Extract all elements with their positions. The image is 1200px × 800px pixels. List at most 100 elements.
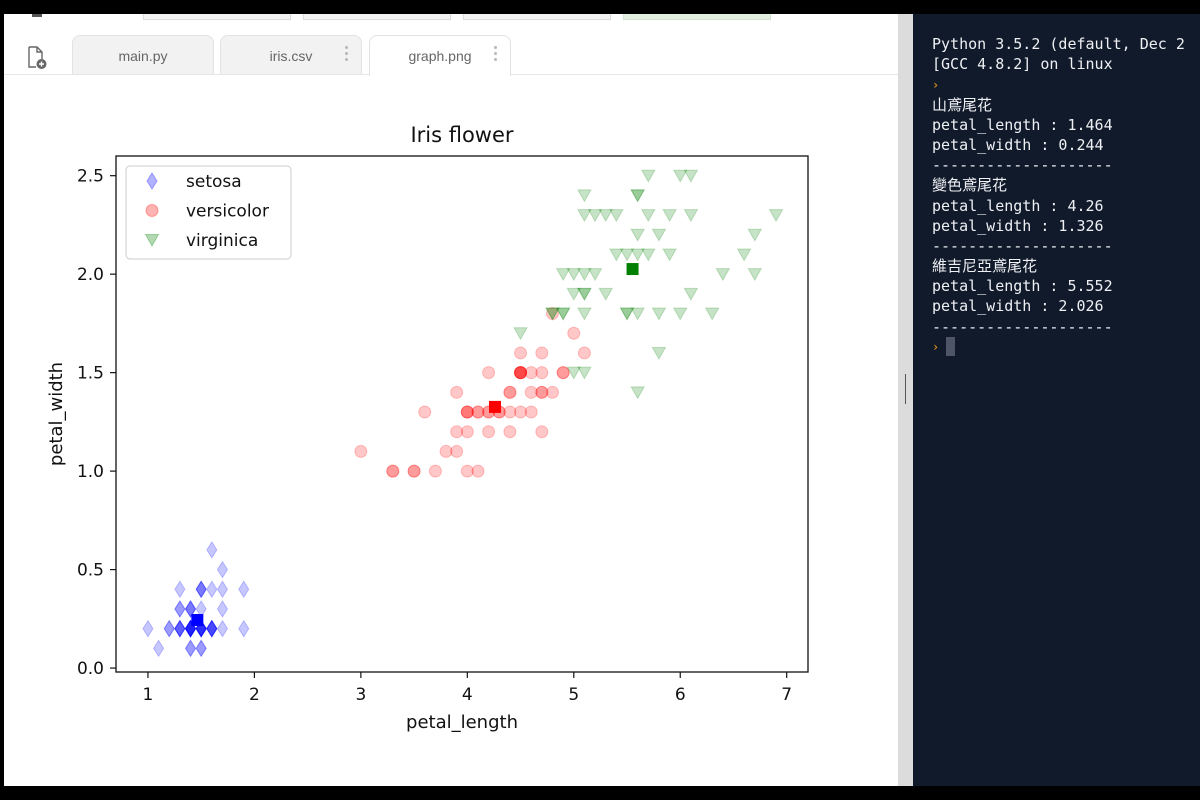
setosa-point: [195, 639, 207, 658]
toolbar-button[interactable]: [463, 14, 611, 20]
versicolor-point: [535, 385, 549, 399]
virginica-mean-marker: [626, 263, 639, 276]
setosa-point: [142, 619, 154, 638]
versicolor-point: [460, 405, 474, 419]
versicolor-point: [450, 444, 464, 458]
versicolor-point: [450, 385, 464, 399]
prompt-chevron-icon: ›: [932, 339, 940, 354]
virginica-point: [566, 287, 582, 301]
setosa-point: [206, 619, 218, 638]
versicolor-point: [545, 307, 559, 321]
setosa-point: [174, 600, 186, 618]
scatter-chart: Iris flower 1 2 3 4 5 6 7 0.0 0.5 1.0 1.5 2.0 2.5 peta…: [46, 123, 809, 733]
virginica-point: [598, 209, 614, 223]
x-tick-label: 1: [143, 685, 154, 705]
chart-title: Iris flower: [410, 123, 513, 147]
virginica-point: [630, 228, 646, 242]
setosa-point: [184, 600, 197, 618]
menu-fragment: [32, 14, 42, 17]
virginica-point: [683, 169, 699, 183]
x-tick-label: 4: [462, 685, 473, 705]
console-output-line: [GCC 4.8.2] on linux: [932, 55, 1113, 74]
virginica-point: [555, 307, 571, 321]
setosa-point: [174, 600, 186, 618]
toolbar-button[interactable]: [303, 14, 451, 20]
toolbar-button[interactable]: [143, 14, 291, 20]
versicolor-point: [460, 464, 474, 478]
versicolor-point: [386, 464, 400, 478]
versicolor-point: [471, 405, 485, 419]
y-axis-label: petal_width: [46, 362, 67, 466]
virginica-point: [577, 366, 592, 380]
virginica-point: [662, 248, 677, 262]
setosa-point: [206, 619, 218, 638]
virginica-point: [587, 209, 603, 223]
console-prompt-icon: ›: [932, 74, 1200, 94]
run-button[interactable]: [623, 14, 771, 20]
versicolor-point: [524, 366, 538, 380]
virginica-point: [577, 307, 592, 321]
tab-main-py[interactable]: main.py: [72, 35, 214, 75]
console-output-line: --------------------: [932, 236, 1113, 255]
splitter-grip-icon[interactable]: [905, 374, 906, 404]
setosa-point: [206, 540, 218, 559]
virginica-point: [513, 327, 528, 341]
virginica-point: [683, 287, 699, 301]
virginica-point: [577, 189, 592, 203]
setosa-point: [216, 600, 229, 618]
virginica-point: [545, 307, 560, 321]
versicolor-point: [514, 366, 528, 380]
virginica-point: [577, 209, 592, 223]
virginica-point: [619, 307, 635, 321]
virginica-point: [715, 268, 731, 282]
new-file-icon[interactable]: [26, 46, 48, 70]
tab-menu-icon[interactable]: [345, 46, 349, 61]
virginica-point: [598, 287, 614, 301]
versicolor-point: [545, 385, 559, 399]
versicolor-point: [407, 464, 421, 478]
console-output-line: petal_width : 1.326: [932, 216, 1104, 235]
panel-splitter[interactable]: [898, 14, 913, 786]
setosa-point: [163, 619, 175, 638]
y-tick-label: 2.0: [77, 265, 104, 285]
setosa-point: [195, 580, 207, 599]
versicolor-point: [503, 385, 517, 399]
y-tick-label: 0.0: [77, 659, 104, 679]
console-input-line[interactable]: ›: [932, 337, 1200, 357]
virginica-point: [587, 268, 603, 282]
tab-graph-png[interactable]: graph.png: [369, 35, 511, 76]
versicolor-point: [418, 405, 432, 419]
versicolor-point: [524, 405, 538, 419]
legend-virginica-label: virginica: [186, 231, 258, 251]
versicolor-point: [556, 366, 570, 380]
versicolor-point: [503, 385, 517, 399]
tab-label: iris.csv: [269, 47, 313, 64]
versicolor-point: [482, 366, 496, 380]
legend-versicolor-label: versicolor: [186, 202, 269, 222]
versicolor-point: [556, 366, 570, 380]
setosa-point: [206, 580, 218, 599]
virginica-point: [577, 287, 592, 301]
tab-menu-icon[interactable]: [494, 46, 498, 61]
console-output-line: --------------------: [932, 317, 1113, 336]
setosa-point: [216, 619, 229, 638]
virginica-point: [640, 169, 656, 183]
virginica-point: [577, 287, 592, 301]
setosa-point: [195, 639, 207, 658]
versicolor-point: [514, 366, 528, 380]
console-output-line: 山鳶尾花: [932, 95, 993, 114]
setosa-point: [184, 639, 197, 658]
console-panel[interactable]: Python 3.5.2 (default, Dec 2 [GCC 4.8.2] …: [913, 14, 1200, 786]
setosa-point: [195, 580, 207, 599]
legend-setosa-marker: [146, 172, 158, 190]
virginica-point: [662, 209, 677, 223]
console-output-line: Python 3.5.2 (default, Dec 2: [932, 35, 1185, 53]
text-cursor: [946, 337, 956, 357]
tab-iris-csv[interactable]: iris.csv: [220, 35, 362, 75]
console-output-line: petal_width : 2.026: [932, 297, 1104, 316]
legend-versicolor-marker: [145, 204, 159, 217]
console-output-line: petal_width : 0.244: [932, 135, 1104, 154]
virginica-point: [630, 248, 646, 262]
console-output-line: 變色鳶尾花: [932, 176, 1008, 195]
versicolor-point: [460, 405, 474, 419]
